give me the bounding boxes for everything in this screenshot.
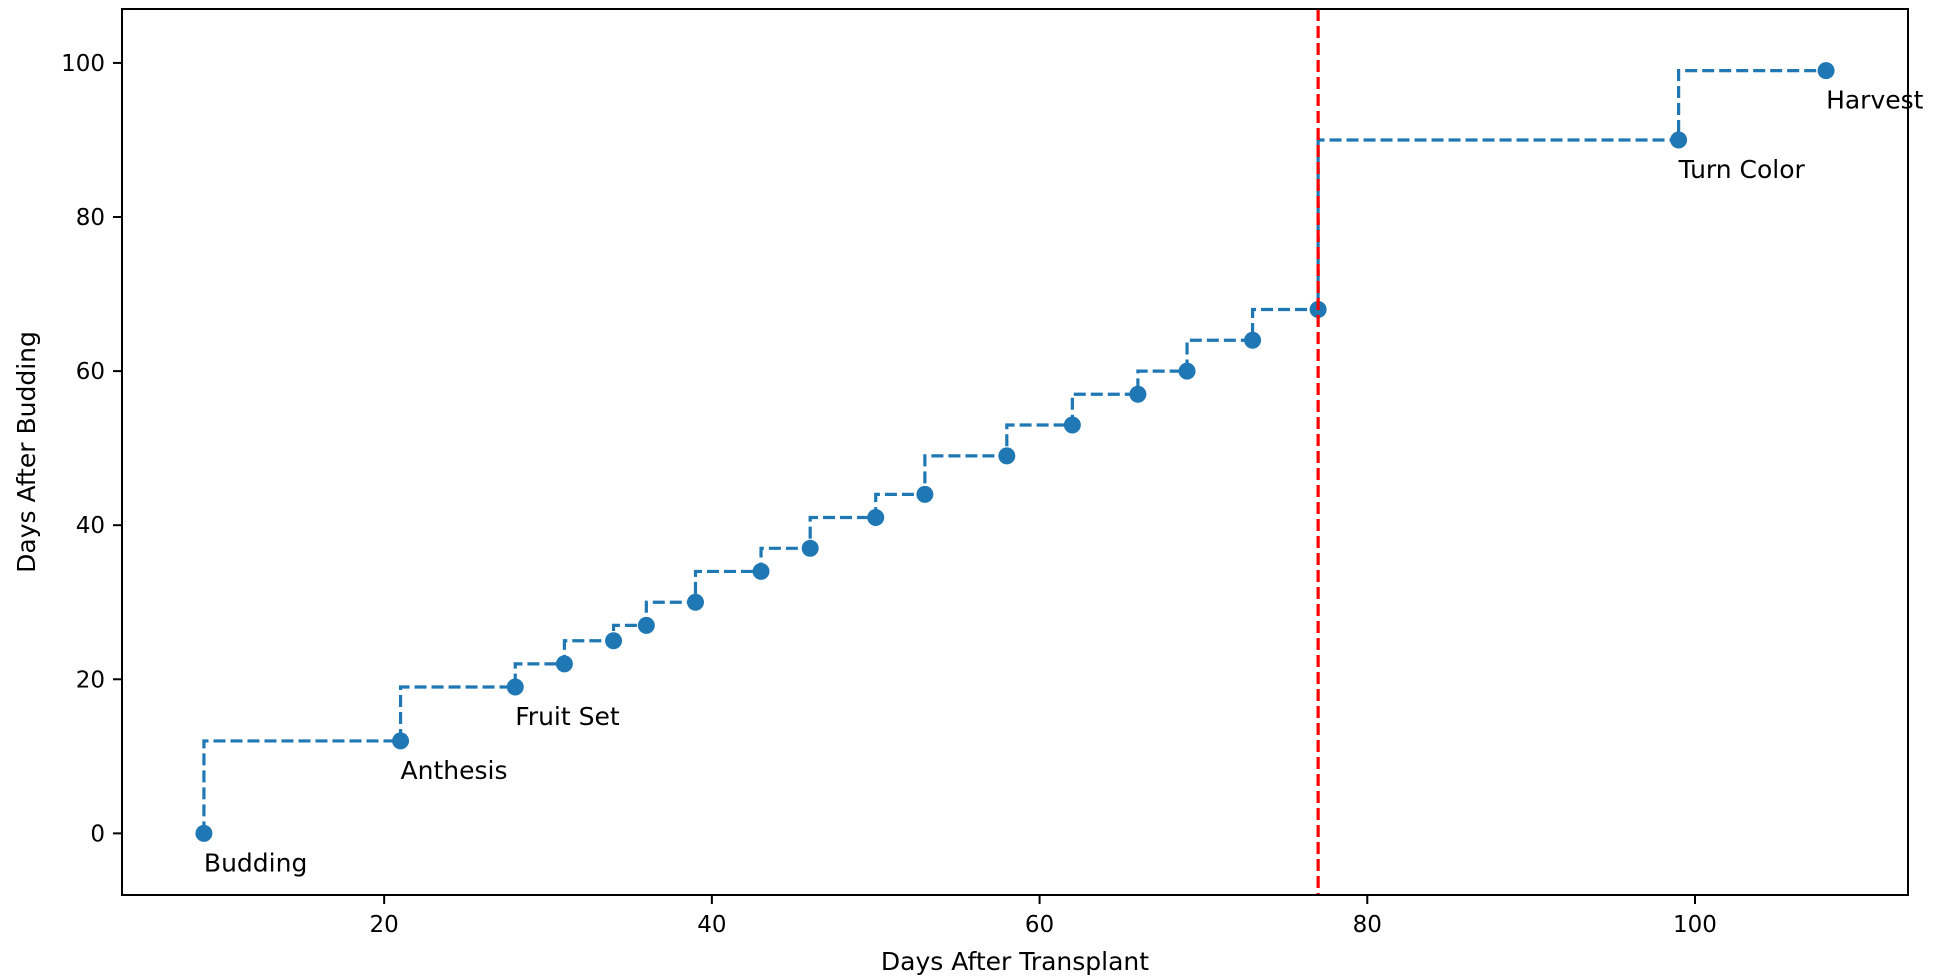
x-tick-label: 100: [1673, 912, 1717, 938]
data-point: [998, 447, 1016, 465]
y-tick-label: 20: [76, 667, 105, 693]
data-point: [916, 485, 934, 503]
data-point: [801, 539, 819, 557]
y-tick-label: 100: [61, 51, 105, 77]
data-point: [686, 593, 704, 611]
x-tick-label: 80: [1353, 912, 1382, 938]
data-point: [605, 632, 623, 650]
y-axis-ticks: 0 20 40 60 80 100: [61, 51, 122, 847]
stage-annotation: Anthesis: [401, 756, 508, 785]
data-point: [506, 678, 524, 696]
data-point: [1129, 385, 1147, 403]
data-point: [1817, 62, 1835, 80]
y-tick-label: 80: [76, 205, 105, 231]
data-point: [392, 732, 410, 750]
data-point: [1244, 331, 1262, 349]
x-tick-label: 60: [1025, 912, 1054, 938]
y-tick-label: 40: [76, 513, 105, 539]
stage-annotation: Budding: [204, 848, 307, 877]
x-axis-label: Days After Transplant: [881, 947, 1149, 976]
data-point: [1670, 131, 1688, 149]
plot-area-frame: [121, 8, 1909, 896]
stage-annotation: Turn Color: [1678, 155, 1806, 184]
data-point: [555, 655, 573, 673]
y-tick-label: 60: [76, 359, 105, 385]
data-point: [752, 562, 770, 580]
data-point: [195, 824, 213, 842]
y-tick-label: 0: [90, 821, 105, 847]
data-point: [1063, 416, 1081, 434]
x-tick-label: 20: [370, 912, 399, 938]
x-tick-label: 40: [697, 912, 726, 938]
data-point: [637, 616, 655, 634]
stage-annotation: Harvest: [1826, 86, 1924, 115]
data-point: [1178, 362, 1196, 380]
stage-annotation: Fruit Set: [515, 702, 620, 731]
y-axis-label: Days After Budding: [12, 331, 41, 573]
data-point: [867, 508, 885, 526]
x-axis-ticks: 20 40 60 80 100: [370, 895, 1717, 938]
step-series-line: [202, 69, 1827, 834]
